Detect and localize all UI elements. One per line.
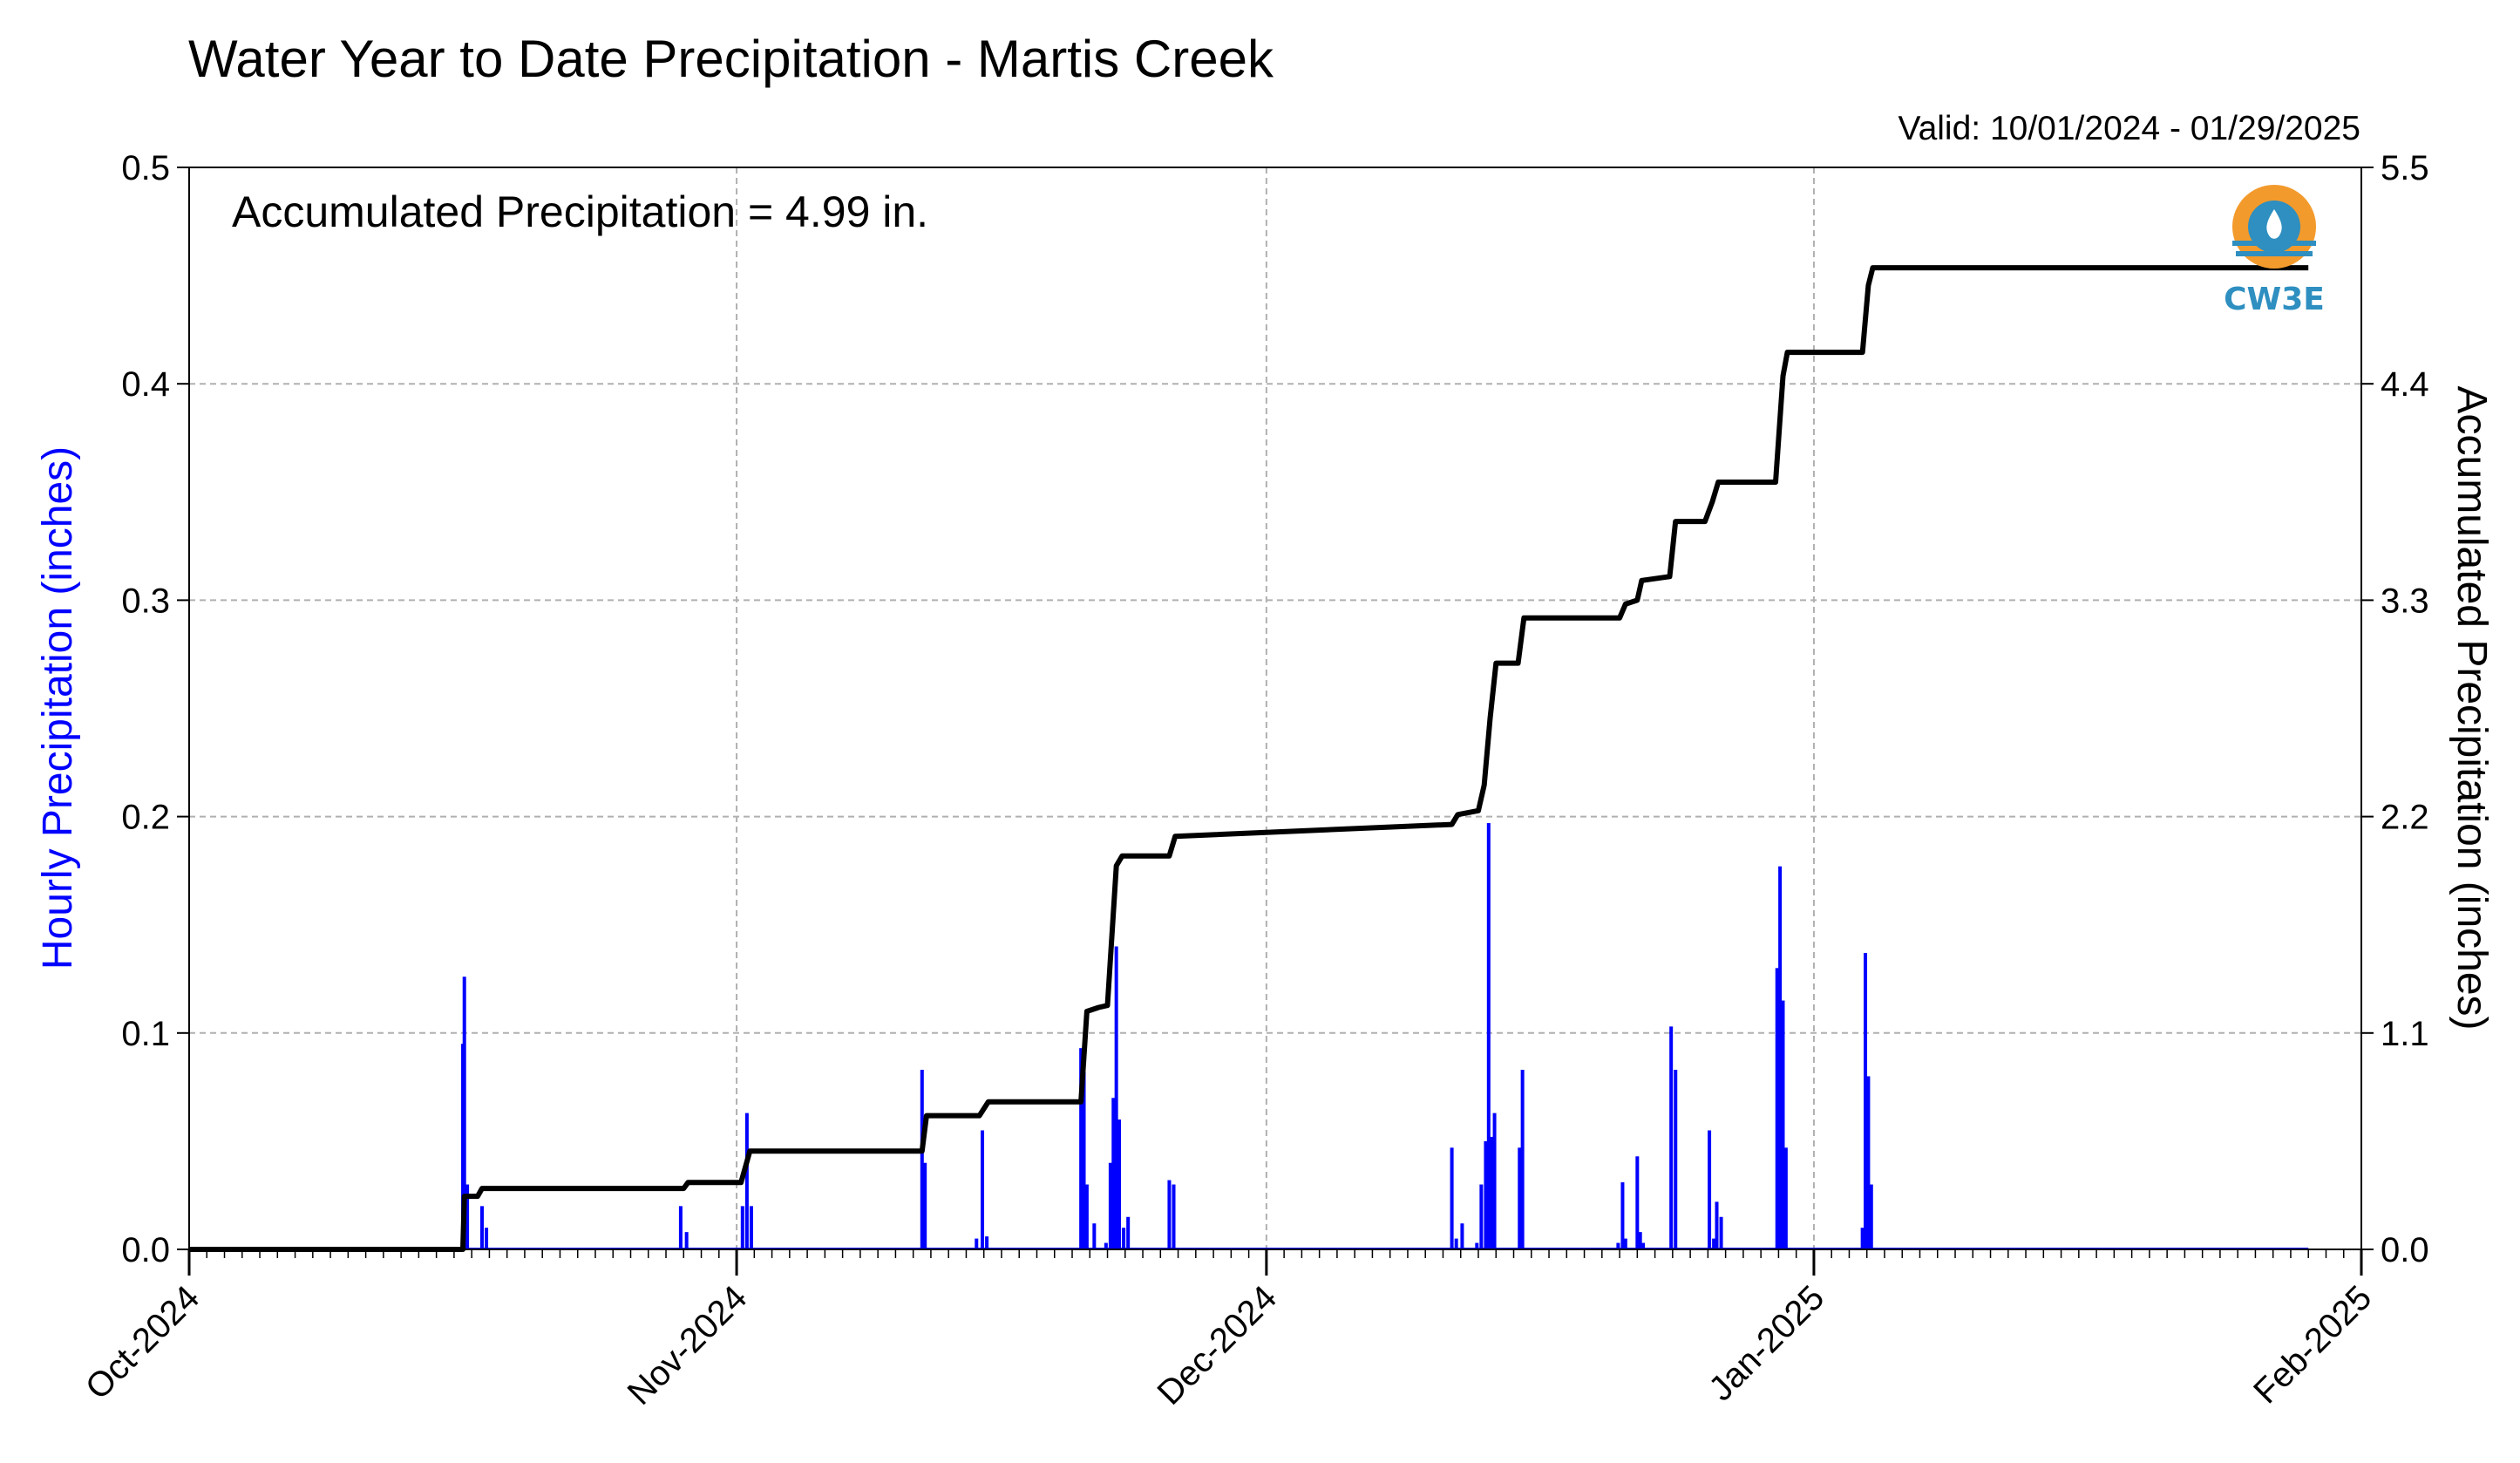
hourly-bar <box>462 976 466 1249</box>
hourly-bar <box>923 1162 927 1249</box>
hourly-bar <box>1172 1184 1176 1249</box>
hourly-bar <box>1079 1048 1083 1249</box>
y-axis-right-label: Accumulated Precipitation (inches) <box>2449 385 2495 1030</box>
accumulated-line <box>189 265 2309 1252</box>
hourly-bar <box>1490 1136 1494 1249</box>
hourly-bar <box>1518 1147 1522 1249</box>
hourly-bar <box>1108 1162 1112 1249</box>
y-left-tick-label: 0.1 <box>121 1015 170 1053</box>
hourly-bar <box>981 1130 985 1249</box>
hourly-bar <box>1623 1238 1627 1249</box>
hourly-bar <box>678 1206 683 1249</box>
hourly-bar <box>1860 1228 1865 1249</box>
hourly-bar <box>1492 1113 1497 1249</box>
hourly-bar <box>1084 1184 1089 1249</box>
hourly-bar <box>1778 866 1783 1249</box>
logo-drop-icon <box>2266 209 2282 239</box>
hourly-bar <box>744 1113 749 1249</box>
hourly-bar <box>1479 1184 1484 1249</box>
chart-title: Water Year to Date Precipitation - Marti… <box>188 30 1274 88</box>
hourly-bar <box>1114 946 1118 1249</box>
grid-lines <box>189 167 2361 1249</box>
hourly-bar <box>985 1236 989 1249</box>
accumulated-annotation: Accumulated Precipitation = 4.99 in. <box>232 187 928 236</box>
cw3e-logo: CW3E <box>2224 185 2325 317</box>
hourly-bar <box>749 1206 753 1249</box>
hourly-bar <box>1775 968 1779 1249</box>
hourly-bar <box>479 1206 484 1249</box>
hourly-bar <box>1781 1000 1785 1249</box>
hourly-bar <box>1520 1069 1525 1249</box>
y-left-tick-label: 0.2 <box>121 799 170 837</box>
accumulated-precipitation-line <box>189 265 2309 1252</box>
hourly-bar <box>1708 1130 1712 1249</box>
y-right-tick-label: 3.3 <box>2381 582 2429 620</box>
hourly-bar <box>1635 1156 1640 1249</box>
hourly-bar <box>1111 1098 1116 1249</box>
y-left-tick-label: 0.4 <box>121 365 170 404</box>
y-right-tick-label: 0.0 <box>2381 1231 2429 1269</box>
hourly-bar <box>740 1206 744 1249</box>
y-right-tick-label: 1.1 <box>2381 1015 2429 1053</box>
y-right-tick-label: 5.5 <box>2381 149 2429 187</box>
hourly-bar <box>1082 1072 1086 1249</box>
hourly-bar <box>1475 1242 1479 1249</box>
y-left-tick-label: 0.5 <box>121 149 170 187</box>
hourly-bar <box>1620 1182 1625 1249</box>
hourly-bar <box>1712 1238 1716 1249</box>
hourly-bar <box>975 1238 979 1249</box>
hourly-bar <box>1783 1147 1788 1249</box>
hourly-bar <box>1104 1242 1108 1249</box>
hourly-bar <box>1454 1238 1458 1249</box>
hourly-bar <box>1092 1223 1097 1249</box>
hourly-bar <box>1167 1180 1172 1249</box>
hourly-bar <box>1866 1076 1871 1249</box>
y-left-tick-label: 0.0 <box>121 1231 170 1269</box>
hourly-bar <box>1674 1069 1678 1249</box>
hourly-bar <box>1715 1201 1719 1249</box>
logo-text: CW3E <box>2224 282 2325 317</box>
hourly-bar <box>1122 1228 1126 1249</box>
hourly-bar <box>1669 1026 1674 1249</box>
hourly-bar <box>1616 1242 1620 1249</box>
hourly-bar <box>1460 1223 1464 1249</box>
hourly-bar <box>684 1232 689 1249</box>
y-right-tick-label: 2.2 <box>2381 799 2429 837</box>
hourly-bar <box>1126 1216 1131 1249</box>
hourly-bar <box>1117 1119 1122 1249</box>
hourly-bar <box>1869 1184 1873 1249</box>
y-left-tick-label: 0.3 <box>121 582 170 620</box>
hourly-bar <box>485 1228 489 1249</box>
chart-subtitle: Valid: 10/01/2024 - 01/29/2025 <box>1898 110 2360 147</box>
hourly-bar <box>1638 1232 1642 1249</box>
hourly-bar <box>1486 823 1491 1249</box>
hourly-bar <box>1719 1216 1723 1249</box>
hourly-bar <box>1641 1242 1646 1249</box>
y-axis-left-label: Hourly Precipitation (inches) <box>35 446 81 970</box>
hourly-bar <box>465 1184 470 1249</box>
hourly-bar <box>1484 1140 1488 1249</box>
hourly-bar <box>1450 1147 1454 1249</box>
hourly-bar <box>1864 952 1868 1249</box>
y-right-tick-label: 4.4 <box>2381 365 2429 404</box>
hourly-bar <box>920 1069 924 1249</box>
plot-frame <box>188 167 2362 1250</box>
